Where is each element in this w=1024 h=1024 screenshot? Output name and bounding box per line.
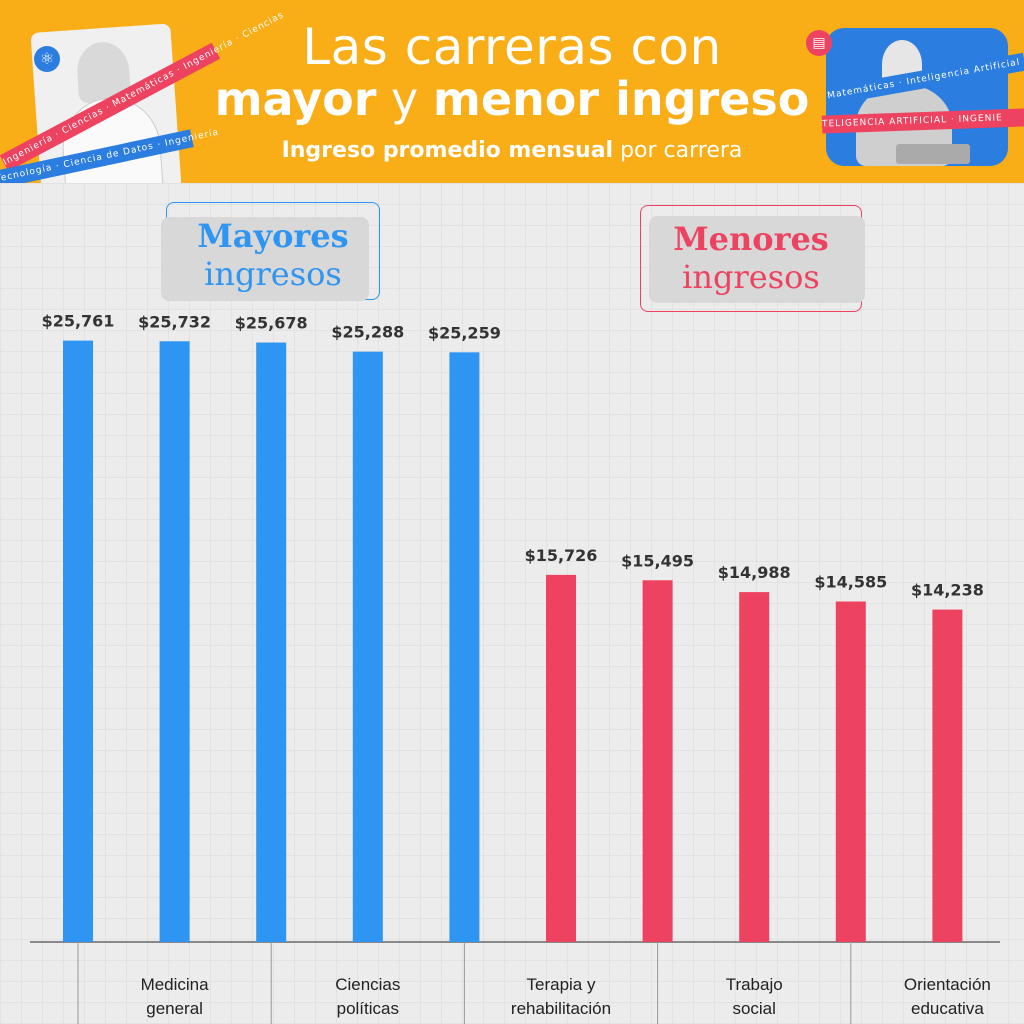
title-menor-ingreso: menor ingreso — [432, 72, 810, 126]
bar — [352, 351, 383, 942]
subtitle-bold: Ingreso promedio mensual — [281, 138, 614, 163]
bar-value-label: $14,585 — [814, 573, 887, 592]
legend-high-line1: Mayores — [197, 217, 349, 255]
category-label-line1: Terapia y — [527, 975, 596, 994]
title-line-2: mayor y menor ingreso — [0, 72, 1024, 126]
legend-high: Mayores ingresos — [161, 202, 380, 301]
bar — [932, 609, 963, 942]
legend-low: Menores ingresos — [640, 205, 865, 312]
title-y: y — [376, 72, 433, 126]
subtitle: Ingreso promedio mensual por carrera — [0, 138, 1024, 163]
category-label-line1: Ciencias — [335, 975, 400, 994]
bar-value-label: $25,732 — [138, 312, 211, 331]
bar — [835, 601, 866, 942]
category-label-line2: general — [146, 999, 203, 1018]
bar — [256, 342, 287, 943]
bar — [159, 341, 190, 942]
category-label-line2: educativa — [911, 999, 984, 1018]
bar-value-label: $25,761 — [42, 312, 115, 331]
category-label-line2: rehabilitación — [511, 999, 611, 1018]
book-icon: ▤ — [806, 30, 832, 56]
bar-value-label: $25,259 — [428, 323, 501, 342]
category-label-line1: Orientación — [904, 975, 991, 994]
bar-value-label: $15,726 — [525, 546, 598, 565]
bar — [739, 592, 770, 942]
bar — [63, 340, 93, 942]
legend-low-line1: Menores — [673, 220, 829, 258]
legend-high-line2: ingresos — [204, 255, 342, 293]
title-mayor: mayor — [214, 72, 377, 126]
bar — [642, 580, 673, 942]
category-label-line1: Trabajo — [726, 975, 783, 994]
category-label-line2: social — [732, 999, 775, 1018]
category-label-line2: políticas — [337, 999, 399, 1018]
bar-value-label: $14,988 — [718, 563, 791, 582]
bar-value-label: $25,678 — [235, 314, 308, 333]
bar — [449, 352, 480, 943]
bar-value-label: $15,495 — [621, 551, 694, 570]
atom-icon: ⚛ — [34, 46, 60, 72]
header-banner: Ingeniería · Ciencias · Matemáticas · In… — [0, 0, 1024, 183]
bar — [546, 574, 576, 942]
subtitle-rest: por carrera — [613, 138, 743, 163]
title-line-1: Las carreras con — [302, 18, 722, 76]
legend-low-line2: ingresos — [682, 258, 820, 296]
bar-value-label: $25,288 — [331, 323, 404, 342]
bar-value-label: $14,238 — [911, 581, 984, 600]
category-label-line1: Medicina — [141, 975, 210, 994]
